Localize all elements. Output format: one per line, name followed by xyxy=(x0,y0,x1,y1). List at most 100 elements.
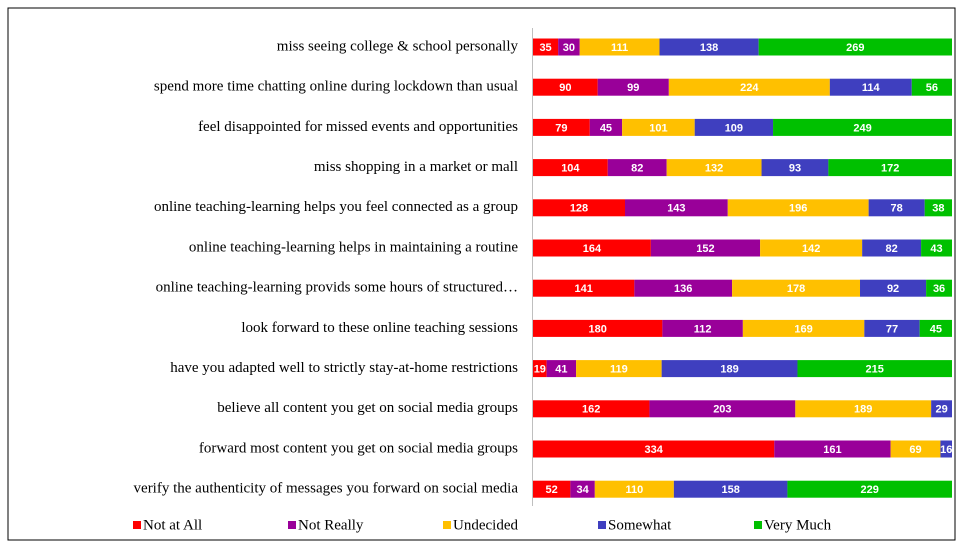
value-label: 180 xyxy=(589,323,607,335)
bar-segment xyxy=(797,360,952,378)
bar-segment xyxy=(533,159,608,177)
value-label: 269 xyxy=(846,42,864,54)
value-label: 99 xyxy=(627,82,639,94)
value-label: 172 xyxy=(881,163,899,175)
value-label: 249 xyxy=(853,122,871,134)
legend-swatch xyxy=(598,521,606,529)
value-label: 35 xyxy=(539,42,551,54)
bar-segment xyxy=(758,38,952,56)
bar-segment xyxy=(661,360,798,378)
value-label: 112 xyxy=(694,323,712,335)
legend-label: Somewhat xyxy=(608,517,672,533)
bar-segment xyxy=(533,480,571,498)
bar-segment xyxy=(607,159,667,177)
bar-segment xyxy=(597,78,669,96)
value-label: 224 xyxy=(740,82,759,94)
category-label: miss shopping in a market or mall xyxy=(314,159,518,175)
bar-segment xyxy=(650,239,761,257)
bar-segment xyxy=(634,279,733,297)
bar-segment xyxy=(533,440,775,458)
value-label: 215 xyxy=(866,364,884,376)
bar-segment xyxy=(773,118,952,136)
value-label: 93 xyxy=(789,163,801,175)
value-label: 69 xyxy=(909,444,921,456)
value-label: 203 xyxy=(713,404,731,416)
bar-segment xyxy=(864,319,920,337)
value-label: 141 xyxy=(574,283,592,295)
bar-segment xyxy=(533,360,547,378)
value-label: 92 xyxy=(887,283,899,295)
category-label: look forward to these online teaching se… xyxy=(241,320,518,336)
value-label: 189 xyxy=(854,404,872,416)
value-label: 162 xyxy=(582,404,600,416)
value-label: 128 xyxy=(570,203,588,215)
bar-segment xyxy=(533,78,598,96)
legend-swatch xyxy=(288,521,296,529)
bar-segment xyxy=(919,319,952,337)
legend-swatch xyxy=(443,521,451,529)
bar-segment xyxy=(570,480,595,498)
category-label: verify the authenticity of messages you … xyxy=(134,481,519,497)
value-label: 29 xyxy=(935,404,947,416)
value-label: 45 xyxy=(930,323,942,335)
bar-segment xyxy=(940,440,952,458)
value-label: 38 xyxy=(932,203,944,215)
category-label: feel disappointed for missed events and … xyxy=(198,119,518,135)
bar-segment xyxy=(829,78,912,96)
bar-segment xyxy=(533,400,650,418)
value-label: 82 xyxy=(886,243,898,255)
value-label: 132 xyxy=(705,163,723,175)
value-label: 90 xyxy=(559,82,571,94)
value-label: 138 xyxy=(700,42,718,54)
bar-segment xyxy=(760,239,863,257)
bar-segment xyxy=(546,360,577,378)
legend-label: Not at All xyxy=(143,517,202,533)
bar-segment xyxy=(860,279,927,297)
value-label: 334 xyxy=(644,444,663,456)
value-label: 114 xyxy=(862,82,881,94)
value-label: 78 xyxy=(891,203,903,215)
value-label: 109 xyxy=(725,122,743,134)
legend-label: Undecided xyxy=(453,517,518,533)
value-label: 77 xyxy=(886,323,898,335)
value-label: 19 xyxy=(534,364,546,376)
category-label: spend more time chatting online during l… xyxy=(154,79,518,95)
value-label: 143 xyxy=(667,203,685,215)
category-label: online teaching-learning helps you feel … xyxy=(154,199,518,215)
bar-segment xyxy=(727,199,869,217)
bar-segment xyxy=(622,118,695,136)
category-label: believe all content you get on social me… xyxy=(217,400,518,416)
bar-segment xyxy=(533,319,663,337)
value-label: 41 xyxy=(555,364,567,376)
bar-segment xyxy=(533,199,625,217)
value-label: 34 xyxy=(576,484,589,496)
category-label: forward most content you get on social m… xyxy=(199,440,518,456)
bar-segment xyxy=(579,38,660,56)
value-label: 104 xyxy=(561,163,580,175)
value-label: 142 xyxy=(802,243,820,255)
value-label: 136 xyxy=(674,283,692,295)
legend-swatch xyxy=(754,521,762,529)
legend-swatch xyxy=(133,521,141,529)
value-label: 196 xyxy=(789,203,807,215)
value-label: 164 xyxy=(583,243,602,255)
value-label: 229 xyxy=(861,484,879,496)
bar-segment xyxy=(576,360,662,378)
category-label: miss seeing college & school personally xyxy=(277,38,519,54)
bar-segment xyxy=(533,239,651,257)
bar-segment xyxy=(924,199,952,217)
category-label: have you adapted well to strictly stay-a… xyxy=(170,360,518,376)
value-label: 161 xyxy=(823,444,841,456)
legend-label: Not Really xyxy=(298,517,364,533)
bar-segment xyxy=(732,279,861,297)
bar-segment xyxy=(558,38,580,56)
value-label: 16 xyxy=(940,444,952,456)
value-label: 52 xyxy=(546,484,558,496)
bar-segment xyxy=(761,159,829,177)
legend-label: Very Much xyxy=(764,517,832,533)
value-label: 56 xyxy=(926,82,938,94)
bar-segment xyxy=(666,159,762,177)
value-label: 111 xyxy=(611,42,628,54)
bar-segment xyxy=(742,319,865,337)
